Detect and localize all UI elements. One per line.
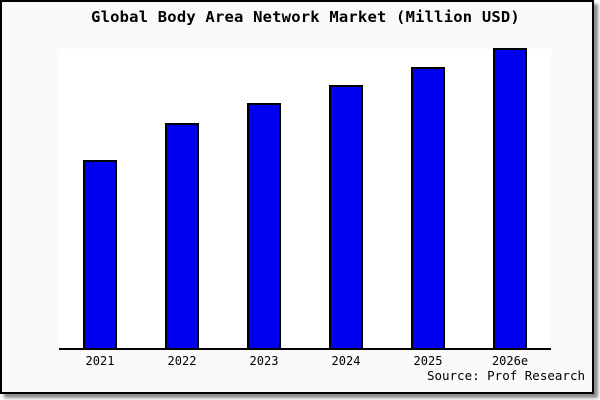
x-tick-label-2025: 2025 <box>413 354 443 368</box>
x-tick-label-2022: 2022 <box>167 354 197 368</box>
bar-2022 <box>165 123 199 348</box>
x-tick-label-2021: 2021 <box>85 354 115 368</box>
plot-area <box>59 48 551 350</box>
source-credit: Source: Prof Research <box>426 368 585 383</box>
x-tick-label-2026e: 2026e <box>491 354 529 368</box>
bar-2023 <box>247 103 281 348</box>
x-tick-label-2024: 2024 <box>331 354 361 368</box>
bar-2021 <box>83 160 117 348</box>
x-tick-label-2023: 2023 <box>249 354 279 368</box>
chart-title: Global Body Area Network Market (Million… <box>91 8 520 26</box>
bar-2026e <box>493 48 527 348</box>
bar-2025 <box>411 67 445 348</box>
x-axis-labels: 2021 2022 2023 2024 2025 2026e <box>59 354 551 370</box>
bar-2024 <box>329 85 363 348</box>
